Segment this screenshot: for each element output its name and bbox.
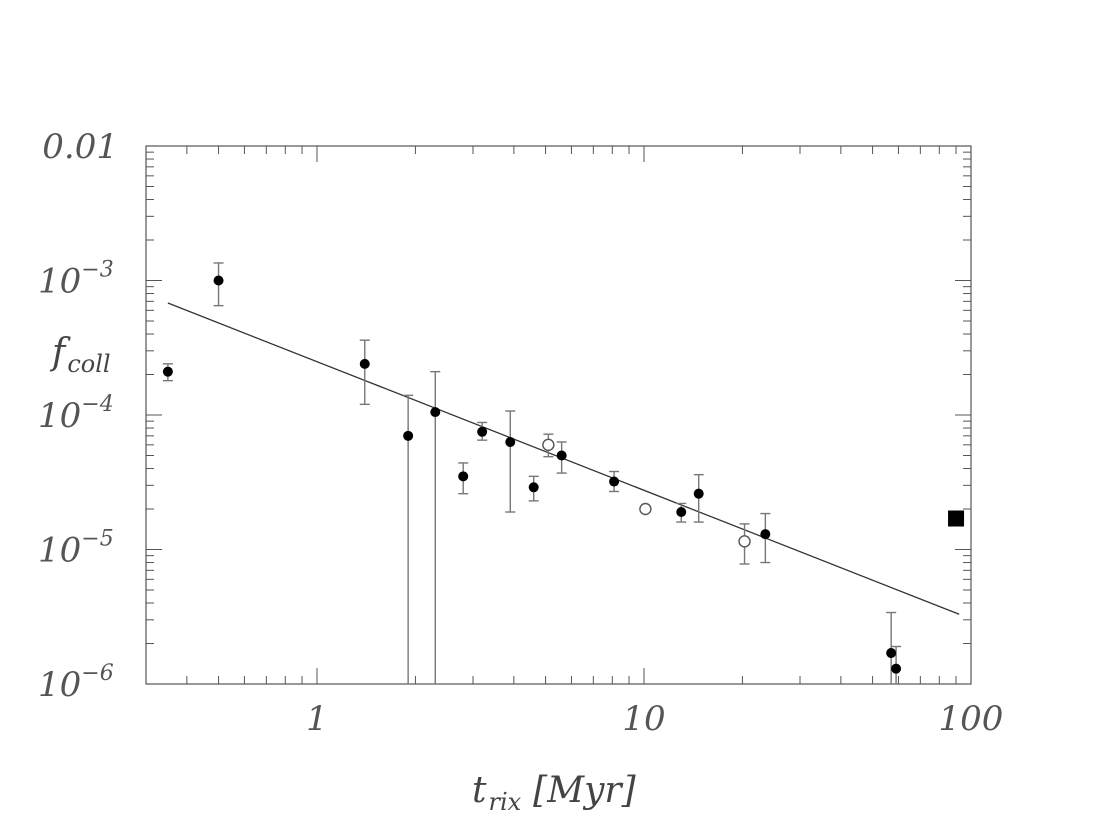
data-point-open — [738, 535, 751, 548]
x-tick-label: 100 — [939, 699, 1004, 739]
y-tick-exponent: −6 — [81, 661, 113, 686]
data-point-square — [948, 510, 965, 527]
y-tick-label: 10−4 — [38, 392, 114, 436]
y-tick-label: 10−5 — [38, 527, 114, 571]
data-point — [693, 488, 704, 499]
y-tick-mantissa: 10 — [38, 665, 81, 705]
y-axis-title: fcoll — [49, 332, 111, 378]
x-axis-title-main: t — [472, 770, 487, 811]
data-point — [430, 407, 441, 418]
axis-ticks — [145, 145, 971, 685]
data-point — [760, 529, 771, 540]
data-point-open — [542, 438, 555, 452]
data-point — [676, 507, 687, 518]
data-point — [162, 366, 173, 377]
y-tick-exponent: −4 — [81, 392, 113, 417]
y-tick-mantissa: 10 — [38, 531, 81, 571]
data-point — [886, 648, 897, 659]
x-tick-label: 1 — [306, 699, 328, 739]
data-point — [528, 482, 539, 493]
y-tick-exponent: −3 — [81, 258, 113, 283]
plot-frame — [145, 145, 972, 685]
data-markers — [162, 275, 965, 674]
data-point — [213, 275, 224, 286]
y-tick-labels: 10−610−510−410−30.01 — [38, 127, 118, 705]
y-tick-mantissa: 10 — [38, 262, 81, 302]
y-tick-label: 0.01 — [42, 127, 118, 167]
data-point — [505, 436, 516, 447]
x-axis-title: trix [Myr] — [472, 770, 637, 816]
y-tick-label: 10−6 — [38, 661, 114, 705]
data-point — [458, 471, 469, 482]
error-bars — [162, 262, 902, 684]
y-tick-mantissa: 10 — [38, 396, 81, 436]
y-tick-exponent: −5 — [81, 527, 113, 552]
data-point — [891, 663, 902, 674]
y-axis-title-sub: coll — [67, 350, 110, 378]
data-point — [609, 476, 620, 487]
data-point — [359, 358, 370, 369]
data-point — [403, 430, 414, 441]
x-axis-title-unit: [Myr] — [533, 770, 636, 811]
y-tick-label: 10−3 — [38, 258, 114, 302]
data-point — [556, 450, 567, 461]
data-point-open — [639, 502, 652, 516]
data-point — [477, 426, 488, 437]
x-tick-labels: 1 10 100 — [306, 699, 1003, 739]
x-axis-title-sub: rix — [488, 788, 521, 816]
x-tick-label: 10 — [622, 699, 665, 739]
